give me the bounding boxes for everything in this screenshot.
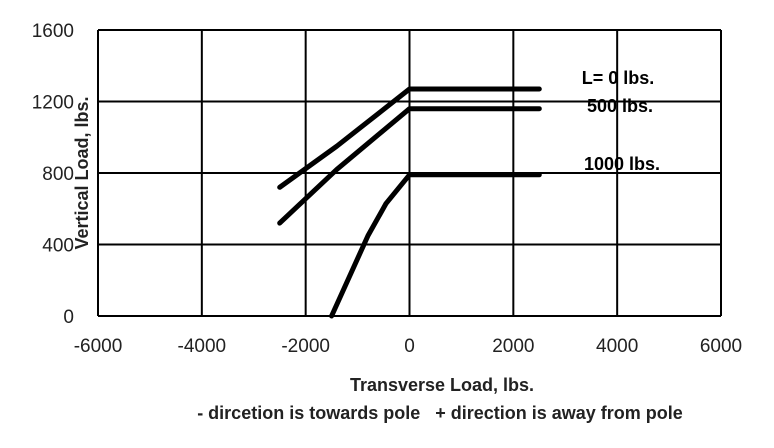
- series-line: [277, 86, 542, 190]
- x-tick-label: -6000: [74, 336, 123, 357]
- x-tick-label: -4000: [178, 336, 227, 357]
- y-tick-label: 400: [42, 236, 74, 257]
- x-axis-title: Transverse Load, lbs.: [350, 375, 534, 395]
- y-tick-label: 0: [63, 307, 74, 328]
- y-tick-label: 800: [42, 164, 74, 185]
- series-labels: L= 0 lbs. 500 lbs. 1000 lbs.: [582, 68, 660, 174]
- series-line: [277, 106, 542, 226]
- x-tick-label: 4000: [596, 336, 638, 357]
- series-label: 500 lbs.: [587, 96, 653, 116]
- series-lines: [277, 86, 542, 319]
- y-tick-label: 1600: [32, 21, 74, 42]
- direction-note: - dircetion is towards pole + direction …: [197, 403, 683, 423]
- x-tick-label: -2000: [281, 336, 330, 357]
- series-label: L= 0 lbs.: [582, 68, 655, 88]
- tick-labels: -6000 -4000 -2000 0 2000 4000 6000 0 400 800 1200 1…: [32, 21, 742, 357]
- x-tick-label: 0: [404, 336, 415, 357]
- y-axis-title: Vertical Load, lbs.: [72, 96, 92, 249]
- series-line: [329, 172, 542, 319]
- y-tick-label: 1200: [32, 93, 74, 114]
- x-tick-label: 2000: [492, 336, 534, 357]
- series-label: 1000 lbs.: [584, 154, 660, 174]
- x-tick-label: 6000: [700, 336, 742, 357]
